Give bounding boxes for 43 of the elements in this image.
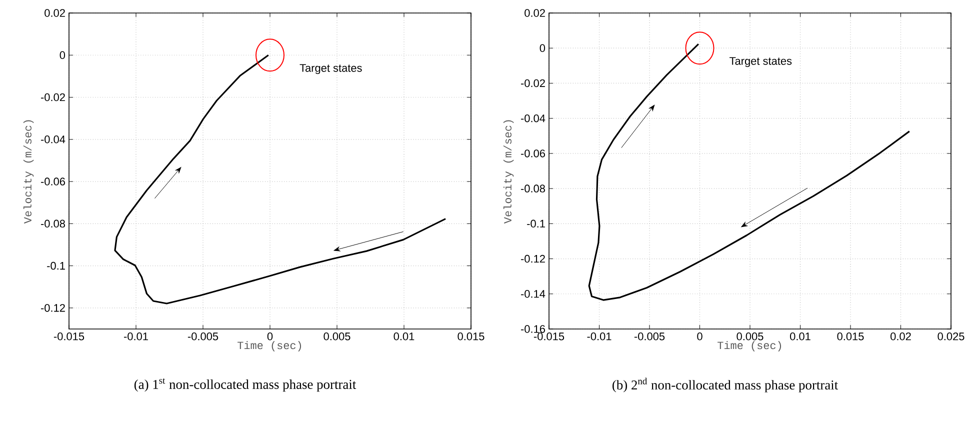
annotation: Target states bbox=[730, 57, 792, 68]
y-tick-label: -0.06 bbox=[40, 178, 65, 186]
text: (a) 1$^{st}$ non-collocated mass phase portrait bbox=[134, 378, 356, 392]
x-tick-label: 0.01 bbox=[394, 332, 414, 340]
x-tick-label: 0.02 bbox=[890, 332, 911, 340]
annotation: Target states bbox=[300, 64, 362, 74]
y-tick-label: -0.16 bbox=[520, 325, 545, 333]
y-axis-title: Velocity (m/sec) bbox=[23, 120, 34, 224]
x-tick-label: -0.005 bbox=[188, 332, 218, 340]
x-axis-title: Time (sec) bbox=[718, 341, 782, 352]
y-tick-label: -0.04 bbox=[40, 136, 66, 144]
y-tick-label: -0.08 bbox=[520, 184, 545, 192]
y-axis-title: Velocity (m/sec) bbox=[503, 120, 514, 224]
y-tick-label: 0.02 bbox=[44, 9, 65, 17]
y-tick-label: -0.06 bbox=[520, 150, 545, 158]
y-tick-label: -0.02 bbox=[40, 93, 65, 102]
y-tick-label: -0.1 bbox=[527, 220, 545, 228]
x-tick-label: -0.01 bbox=[587, 332, 612, 340]
x-tick-label: 0.015 bbox=[458, 332, 484, 340]
y-tick-label: -0.02 bbox=[520, 79, 545, 88]
y-tick-label: -0.12 bbox=[40, 304, 65, 312]
x-tick-label: -0.01 bbox=[124, 332, 148, 340]
y-tick-label: -0.08 bbox=[40, 220, 65, 228]
x-tick-label: 0 bbox=[267, 332, 273, 340]
x-tick-label: 0.005 bbox=[736, 332, 764, 340]
line-series bbox=[588, 43, 910, 301]
y-tick-label: -0.14 bbox=[520, 290, 546, 298]
y-tick-label: 0 bbox=[540, 44, 546, 52]
x-tick-label: 0.015 bbox=[837, 332, 864, 340]
y-tick-label: -0.1 bbox=[47, 262, 65, 270]
x-tick-label: 0 bbox=[697, 332, 702, 340]
y-tick-label: 0 bbox=[60, 51, 66, 60]
y-tick-label: 0.02 bbox=[524, 9, 545, 17]
x-tick-label: -0.015 bbox=[534, 332, 564, 340]
x-tick-label: 0.01 bbox=[790, 332, 810, 340]
x-tick-label: 0.005 bbox=[324, 332, 350, 340]
x-tick-label: -0.015 bbox=[54, 332, 84, 340]
y-tick-label: -0.12 bbox=[520, 254, 545, 263]
text: (b) 2$^{nd}$ non-collocated mass phase portrait bbox=[612, 378, 838, 392]
x-axis-title: Time (sec) bbox=[238, 341, 302, 352]
x-tick-label: -0.005 bbox=[634, 332, 665, 340]
y-tick-label: -0.04 bbox=[520, 114, 546, 122]
x-tick-label: 0.025 bbox=[938, 332, 964, 340]
